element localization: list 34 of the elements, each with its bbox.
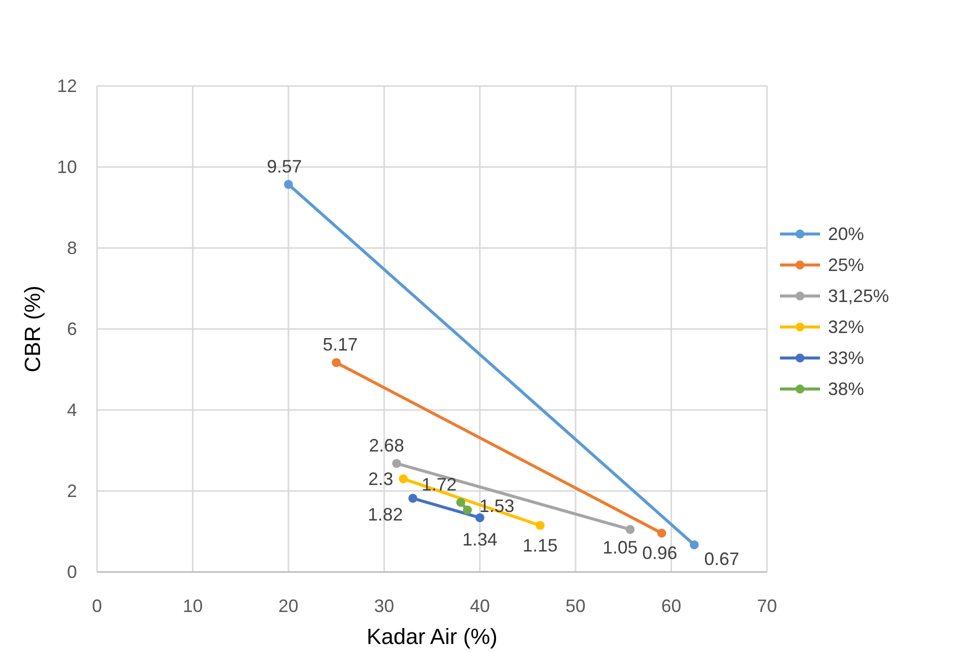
x-tick-label: 10	[182, 596, 203, 616]
x-axis-title: Kadar Air (%)	[366, 624, 498, 649]
data-label: 5.17	[322, 334, 358, 355]
y-tick-label: 2	[66, 481, 77, 501]
y-tick-label: 0	[66, 562, 77, 582]
data-label: 1.34	[462, 530, 498, 550]
data-label: 1.82	[368, 504, 403, 524]
x-tick-label: 50	[566, 596, 586, 616]
x-tick-label: 20	[278, 596, 298, 616]
x-tick-label: 30	[374, 596, 394, 616]
data-label: 1.72	[422, 474, 457, 494]
x-tick-label: 0	[92, 596, 102, 616]
y-axis-title: CBR (%)	[20, 286, 45, 372]
data-label: 9.57	[266, 156, 302, 176]
data-label: 2.68	[369, 435, 404, 456]
x-tick-label: 60	[661, 596, 682, 616]
y-tick-label: 4	[66, 400, 77, 420]
legend-label: 32%	[828, 317, 864, 337]
legend-label: 25%	[828, 255, 864, 275]
x-tick-label: 70	[756, 596, 778, 616]
data-label: 1.05	[602, 537, 638, 558]
y-tick-label: 12	[56, 76, 77, 96]
y-tick-label: 10	[56, 157, 77, 177]
data-label: 0.96	[642, 543, 678, 564]
legend-label: 20%	[828, 224, 864, 244]
legend-label: 31,25%	[828, 286, 890, 306]
legend-label: 33%	[828, 348, 864, 368]
legend-label: 38%	[828, 379, 864, 399]
x-tick-label: 40	[470, 596, 490, 616]
data-label: 2.3	[368, 468, 394, 489]
y-tick-label: 8	[66, 238, 77, 258]
data-label: 0.67	[704, 548, 740, 569]
y-tick-label: 6	[66, 319, 77, 339]
data-label: 1.15	[522, 535, 558, 556]
